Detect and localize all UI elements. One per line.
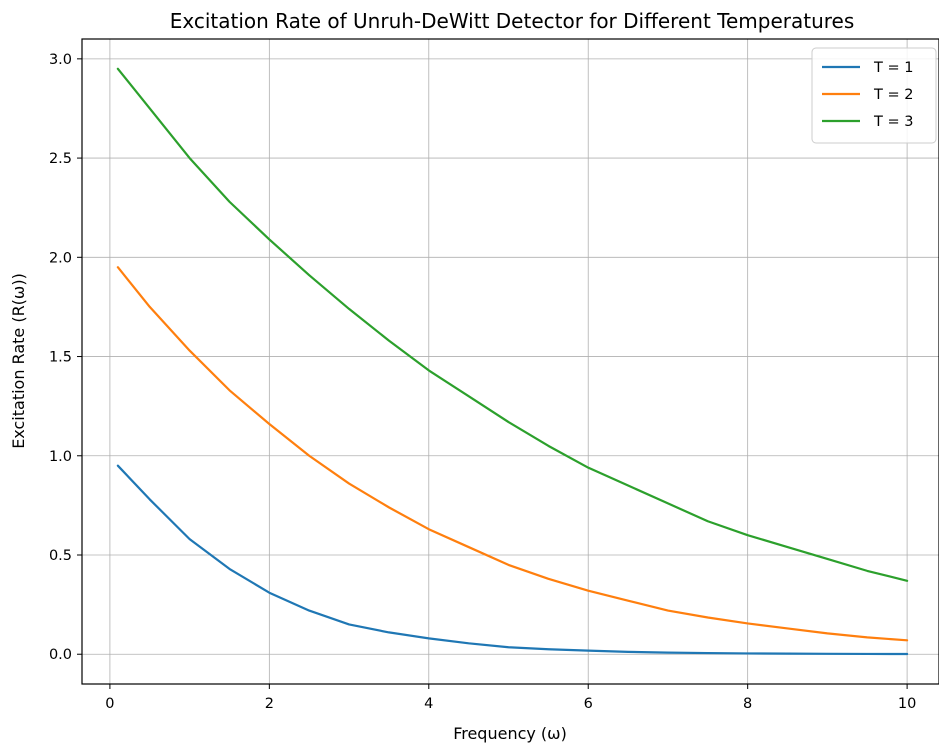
x-tick-label: 0 <box>105 696 114 712</box>
legend: T = 1 T = 2 T = 3 <box>811 47 937 144</box>
series-line-t2 <box>116 266 909 642</box>
y-tick-label: 1.5 <box>49 350 72 366</box>
plot-frame <box>81 38 939 685</box>
y-tick-label: 1.0 <box>49 449 72 465</box>
series-line-t3 <box>116 67 909 582</box>
x-axis-label: Frequency (ω) <box>453 724 567 743</box>
axis-ticks: 0 2 4 6 8 10 0.0 0.5 1.0 1.5 2.0 2.5 3.0 <box>49 52 916 712</box>
legend-label-t3: T = 3 <box>873 114 913 130</box>
x-tick-label: 4 <box>424 696 433 712</box>
y-tick-label: 0.5 <box>49 548 72 564</box>
x-tick-label: 6 <box>584 696 593 712</box>
series-line-t1 <box>116 464 909 656</box>
y-tick-label: 2.5 <box>49 151 72 167</box>
x-tick-label: 8 <box>743 696 752 712</box>
legend-label-t1: T = 1 <box>873 60 913 76</box>
y-axis-label: Excitation Rate (R(ω)) <box>9 273 28 449</box>
y-tick-label: 2.0 <box>49 250 72 266</box>
x-tick-label: 2 <box>265 696 274 712</box>
x-tick-label: 10 <box>898 696 916 712</box>
legend-box <box>811 47 937 144</box>
y-tick-label: 0.0 <box>49 647 72 663</box>
y-tick-label: 3.0 <box>49 52 72 68</box>
series-lines <box>116 67 909 656</box>
legend-label-t2: T = 2 <box>873 87 913 103</box>
chart-title: Excitation Rate of Unruh-DeWitt Detector… <box>170 9 855 33</box>
grid-lines <box>82 39 939 684</box>
